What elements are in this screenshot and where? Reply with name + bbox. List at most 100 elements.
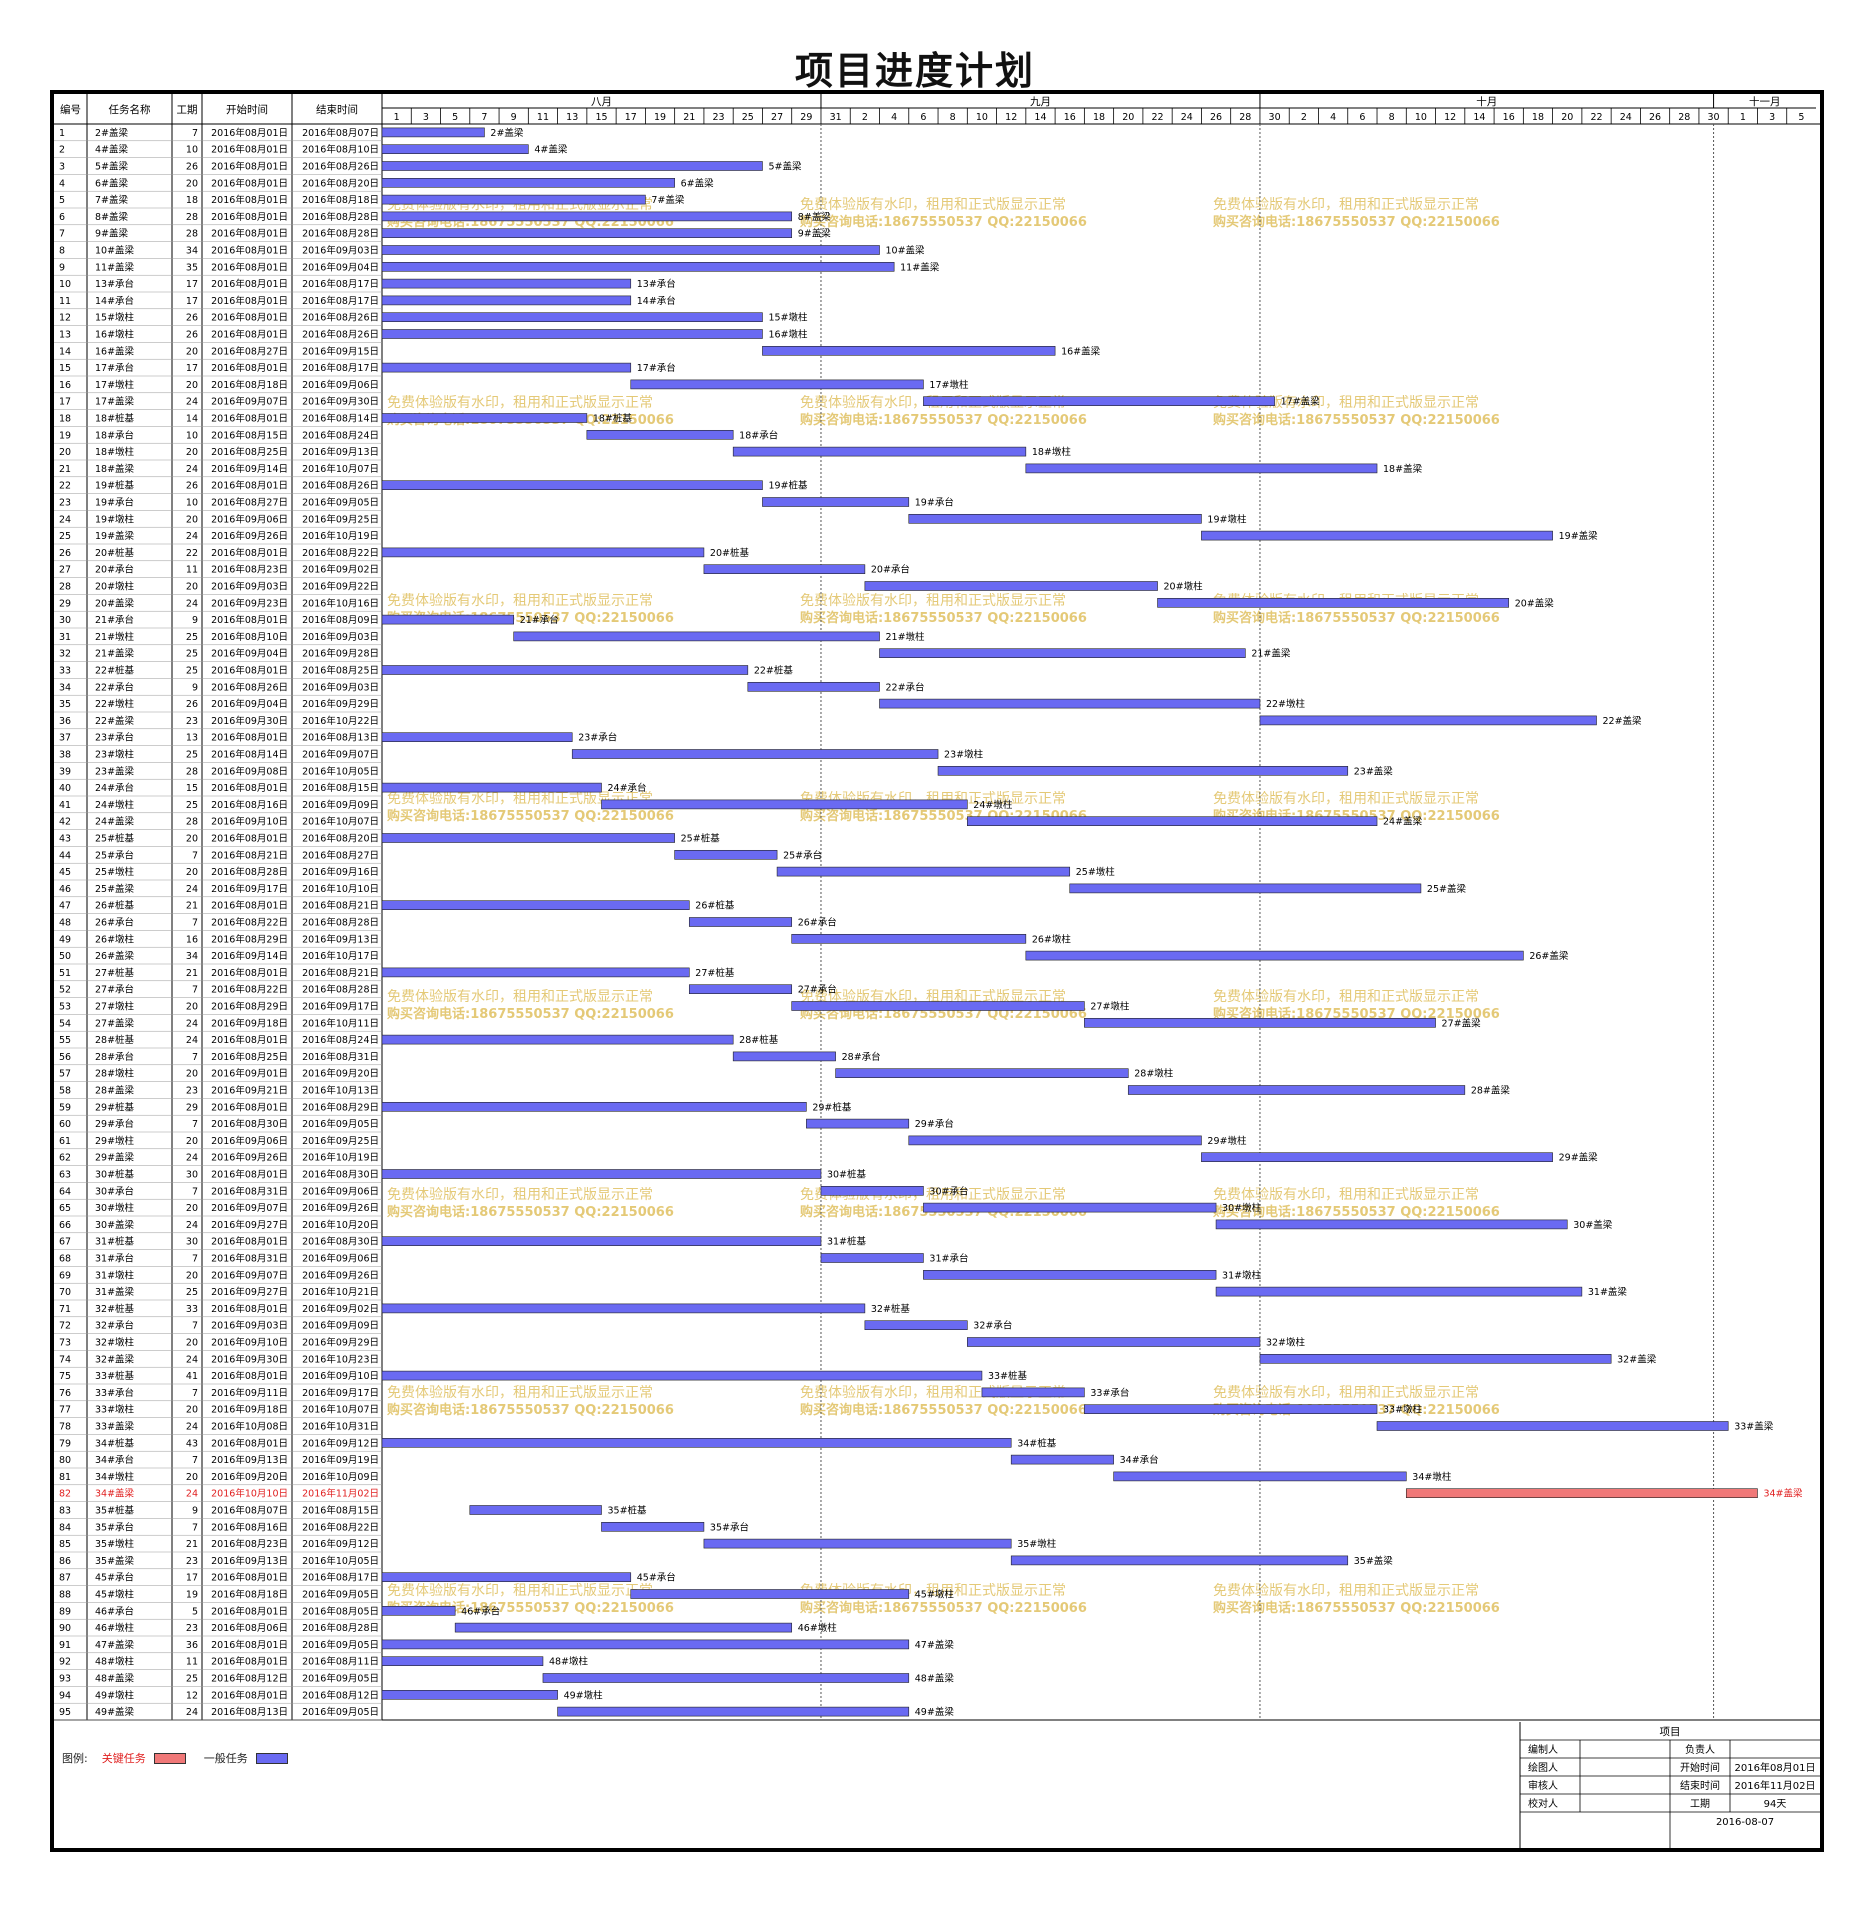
task-id: 34 bbox=[59, 682, 71, 693]
task-bar-label: 9#盖梁 bbox=[798, 228, 832, 240]
task-id: 68 bbox=[59, 1254, 71, 1265]
task-start: 2016年08月01日 bbox=[211, 900, 288, 912]
task-bar-label: 26#桩基 bbox=[695, 900, 735, 912]
month-label: 九月 bbox=[1030, 96, 1051, 108]
task-bar-label: 11#盖梁 bbox=[900, 261, 940, 273]
task-duration: 23 bbox=[186, 1623, 198, 1634]
info-block-heading: 项目 bbox=[1660, 1726, 1681, 1738]
task-duration: 24 bbox=[186, 1035, 198, 1046]
task-start: 2016年08月01日 bbox=[211, 144, 288, 156]
task-bar-label: 17#盖梁 bbox=[1281, 396, 1321, 408]
task-start: 2016年09月21日 bbox=[211, 1085, 288, 1097]
task-name: 28#承台 bbox=[95, 1051, 134, 1063]
task-bar-label: 33#承台 bbox=[1090, 1387, 1129, 1399]
task-end: 2016年09月05日 bbox=[302, 1639, 379, 1651]
task-end: 2016年09月29日 bbox=[302, 1337, 379, 1349]
task-name: 23#承台 bbox=[95, 732, 134, 744]
task-bar-label: 29#墩柱 bbox=[1207, 1135, 1247, 1147]
task-bar bbox=[630, 1589, 910, 1599]
task-name: 30#承台 bbox=[95, 1185, 134, 1197]
task-start: 2016年08月25日 bbox=[211, 1051, 288, 1063]
day-tick-label: 12 bbox=[1444, 112, 1456, 123]
table-header-3: 开始时间 bbox=[226, 103, 268, 116]
task-id: 54 bbox=[59, 1018, 71, 1029]
task-id: 27 bbox=[59, 565, 71, 576]
task-name: 30#桩基 bbox=[95, 1169, 135, 1181]
task-bar bbox=[381, 782, 602, 793]
task-start: 2016年09月23日 bbox=[211, 597, 288, 609]
task-bar-label: 24#盖梁 bbox=[1383, 816, 1423, 828]
task-end: 2016年08月28日 bbox=[302, 917, 379, 929]
task-end: 2016年09月09日 bbox=[302, 1320, 379, 1332]
task-duration: 20 bbox=[186, 1002, 198, 1013]
task-name: 19#承台 bbox=[95, 497, 134, 509]
task-bar-label: 24#承台 bbox=[607, 782, 646, 794]
task-name: 17#承台 bbox=[95, 362, 134, 374]
task-start: 2016年09月04日 bbox=[211, 698, 288, 710]
task-end: 2016年10月07日 bbox=[302, 816, 379, 828]
task-end: 2016年08月29日 bbox=[302, 1101, 379, 1113]
task-end: 2016年08月26日 bbox=[302, 329, 379, 341]
task-duration: 20 bbox=[186, 1203, 198, 1214]
watermark-line1: 免费体验版有水印，租用和正式版显示正常 bbox=[387, 1385, 653, 1401]
day-tick-label: 8 bbox=[950, 112, 956, 123]
task-bar bbox=[381, 1236, 822, 1246]
day-tick-label: 26 bbox=[1210, 112, 1222, 123]
task-bar bbox=[381, 278, 632, 289]
task-id: 10 bbox=[59, 279, 71, 290]
day-tick-label: 10 bbox=[976, 112, 988, 123]
watermark-line2: 购买咨询电话:18675550537 QQ:22150066 bbox=[1213, 412, 1500, 428]
task-name: 49#盖梁 bbox=[95, 1706, 135, 1718]
task-name: 27#墩柱 bbox=[95, 1001, 135, 1013]
task-id: 1 bbox=[59, 128, 65, 139]
task-bar-label: 16#盖梁 bbox=[1061, 345, 1101, 357]
page-title: 项目进度计划 bbox=[794, 48, 1035, 93]
task-start: 2016年08月12日 bbox=[211, 1673, 288, 1685]
task-duration: 28 bbox=[186, 766, 198, 777]
task-id: 5 bbox=[59, 195, 65, 206]
task-bar bbox=[688, 984, 793, 995]
task-name: 2#盖梁 bbox=[95, 127, 129, 139]
task-duration: 18 bbox=[186, 195, 198, 206]
task-bar-label: 25#墩柱 bbox=[1076, 866, 1116, 878]
task-id: 93 bbox=[59, 1674, 71, 1685]
task-bar-label: 23#承台 bbox=[578, 732, 617, 744]
task-bar-label: 46#承台 bbox=[461, 1605, 500, 1617]
task-end: 2016年08月28日 bbox=[302, 228, 379, 240]
task-bar bbox=[381, 967, 690, 978]
task-name: 25#盖梁 bbox=[95, 883, 135, 895]
task-bar-label: 33#桩基 bbox=[988, 1370, 1028, 1382]
task-bar-label: 26#墩柱 bbox=[1032, 933, 1072, 945]
task-start: 2016年09月27日 bbox=[211, 1286, 288, 1298]
task-start: 2016年08月16日 bbox=[211, 1521, 288, 1533]
task-start: 2016年08月01日 bbox=[211, 782, 288, 794]
task-name: 21#盖梁 bbox=[95, 648, 135, 660]
watermark-line2: 购买咨询电话:18675550537 QQ:22150066 bbox=[387, 808, 674, 824]
task-bar-label: 22#承台 bbox=[886, 681, 925, 693]
task-bar bbox=[381, 547, 705, 558]
task-duration: 26 bbox=[186, 330, 198, 341]
task-duration: 10 bbox=[186, 498, 198, 509]
task-duration: 20 bbox=[186, 514, 198, 525]
task-duration: 34 bbox=[186, 951, 198, 962]
watermark-line2: 购买咨询电话:18675550537 QQ:22150066 bbox=[387, 1204, 674, 1220]
day-tick-label: 26 bbox=[1649, 112, 1661, 123]
task-end: 2016年10月31日 bbox=[302, 1421, 379, 1433]
task-duration: 13 bbox=[186, 733, 198, 744]
task-bar-label: 13#承台 bbox=[637, 278, 676, 290]
task-id: 52 bbox=[59, 985, 71, 996]
day-tick-label: 18 bbox=[1093, 112, 1105, 123]
info-key: 编制人 bbox=[1528, 1743, 1558, 1756]
task-start: 2016年08月01日 bbox=[211, 295, 288, 307]
task-end: 2016年08月24日 bbox=[302, 1034, 379, 1046]
task-name: 26#承台 bbox=[95, 917, 134, 929]
task-name: 7#盖梁 bbox=[95, 194, 129, 206]
task-bar-label: 35#墩柱 bbox=[1017, 1538, 1057, 1550]
task-duration: 28 bbox=[186, 229, 198, 240]
task-bar bbox=[1259, 715, 1597, 726]
task-name: 45#墩柱 bbox=[95, 1589, 135, 1601]
task-bar bbox=[820, 1186, 924, 1196]
task-name: 23#盖梁 bbox=[95, 765, 135, 777]
task-duration: 24 bbox=[186, 1153, 198, 1164]
day-tick-label: 23 bbox=[713, 112, 725, 123]
